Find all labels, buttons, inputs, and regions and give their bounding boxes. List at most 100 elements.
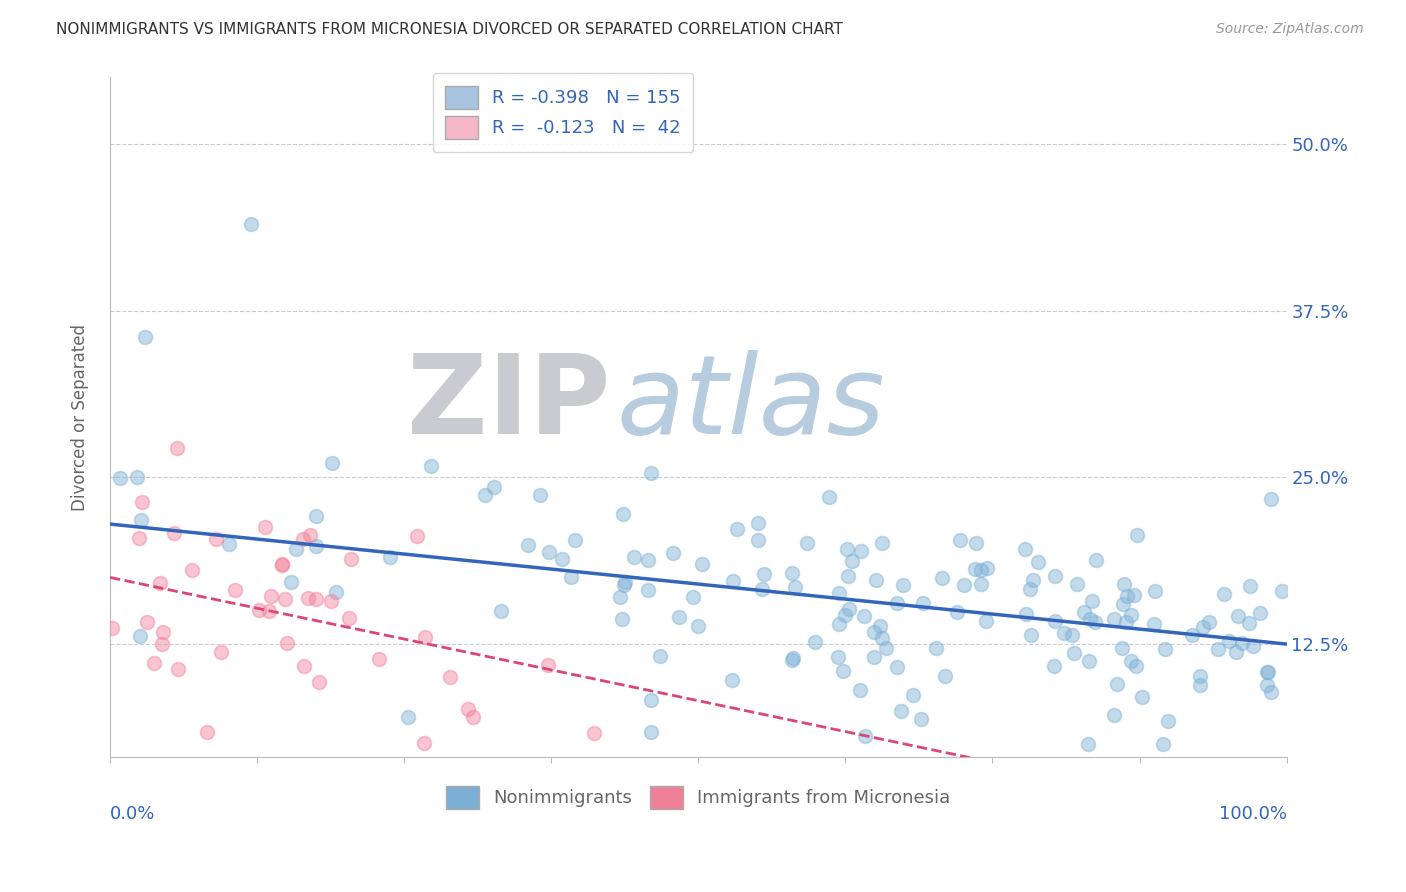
Point xyxy=(838,602,860,616)
Point xyxy=(167,662,190,676)
Point xyxy=(337,611,360,625)
Point xyxy=(872,631,894,645)
Point xyxy=(131,495,153,509)
Point xyxy=(260,589,283,603)
Point xyxy=(865,573,887,587)
Point xyxy=(128,629,150,643)
Point xyxy=(1078,612,1101,626)
Point xyxy=(1084,615,1107,629)
Point xyxy=(1060,628,1083,642)
Point xyxy=(752,566,775,581)
Point xyxy=(1014,607,1036,621)
Text: atlas: atlas xyxy=(616,351,884,458)
Point xyxy=(974,614,997,628)
Point xyxy=(1130,690,1153,704)
Point xyxy=(780,653,803,667)
Point xyxy=(1192,620,1215,634)
Point xyxy=(783,580,806,594)
Point xyxy=(564,533,586,547)
Point xyxy=(135,615,157,629)
Point xyxy=(686,618,709,632)
Point xyxy=(1181,628,1204,642)
Point xyxy=(209,645,232,659)
Point xyxy=(270,558,292,572)
Point xyxy=(150,637,173,651)
Point xyxy=(321,456,343,470)
Point xyxy=(204,532,226,546)
Point xyxy=(841,554,863,568)
Point xyxy=(1116,589,1139,603)
Point xyxy=(1121,607,1143,622)
Point xyxy=(131,513,153,527)
Point xyxy=(1213,587,1236,601)
Point xyxy=(254,520,277,534)
Point xyxy=(969,563,991,577)
Point xyxy=(1225,645,1247,659)
Point xyxy=(292,659,315,673)
Point xyxy=(796,535,818,549)
Point xyxy=(668,610,690,624)
Point xyxy=(953,578,976,592)
Point xyxy=(439,670,461,684)
Point xyxy=(886,595,908,609)
Point xyxy=(613,574,636,589)
Point xyxy=(869,619,891,633)
Point xyxy=(368,652,391,666)
Point xyxy=(1230,636,1253,650)
Point xyxy=(537,545,560,559)
Point xyxy=(1123,588,1146,602)
Point xyxy=(721,574,744,589)
Point xyxy=(912,596,935,610)
Point xyxy=(378,550,401,565)
Point xyxy=(298,528,321,542)
Point xyxy=(835,542,858,557)
Point xyxy=(1111,640,1133,655)
Point xyxy=(340,552,363,566)
Point xyxy=(420,458,443,473)
Text: ZIP: ZIP xyxy=(406,351,610,458)
Point xyxy=(828,616,851,631)
Point xyxy=(474,488,496,502)
Point xyxy=(1227,609,1250,624)
Point xyxy=(1260,491,1282,506)
Point xyxy=(291,532,314,546)
Point xyxy=(1257,665,1279,679)
Point xyxy=(1063,646,1085,660)
Point xyxy=(970,577,993,591)
Point xyxy=(529,488,551,502)
Point xyxy=(1189,669,1212,683)
Point xyxy=(319,594,342,608)
Point xyxy=(240,217,263,231)
Point xyxy=(804,635,827,649)
Point xyxy=(863,625,886,640)
Point xyxy=(396,710,419,724)
Point xyxy=(517,538,540,552)
Point xyxy=(166,441,188,455)
Text: NONIMMIGRANTS VS IMMIGRANTS FROM MICRONESIA DIVORCED OR SEPARATED CORRELATION CH: NONIMMIGRANTS VS IMMIGRANTS FROM MICRONE… xyxy=(56,22,844,37)
Point xyxy=(1218,634,1240,648)
Point xyxy=(457,702,479,716)
Point xyxy=(1073,605,1095,619)
Point xyxy=(1112,576,1135,591)
Point xyxy=(613,577,636,591)
Point xyxy=(1119,655,1142,669)
Point xyxy=(682,590,704,604)
Point xyxy=(1014,542,1036,557)
Point xyxy=(690,557,713,571)
Point xyxy=(848,683,870,698)
Point xyxy=(152,625,174,640)
Point xyxy=(747,516,769,530)
Point xyxy=(149,576,172,591)
Point xyxy=(1241,640,1264,654)
Point xyxy=(280,575,302,590)
Point xyxy=(1256,678,1278,692)
Point xyxy=(1077,737,1099,751)
Point xyxy=(976,561,998,575)
Point xyxy=(1143,617,1166,632)
Point xyxy=(1157,714,1180,728)
Point xyxy=(965,535,987,549)
Point xyxy=(1102,708,1125,723)
Point xyxy=(110,471,132,485)
Point xyxy=(1043,568,1066,582)
Point xyxy=(875,640,897,655)
